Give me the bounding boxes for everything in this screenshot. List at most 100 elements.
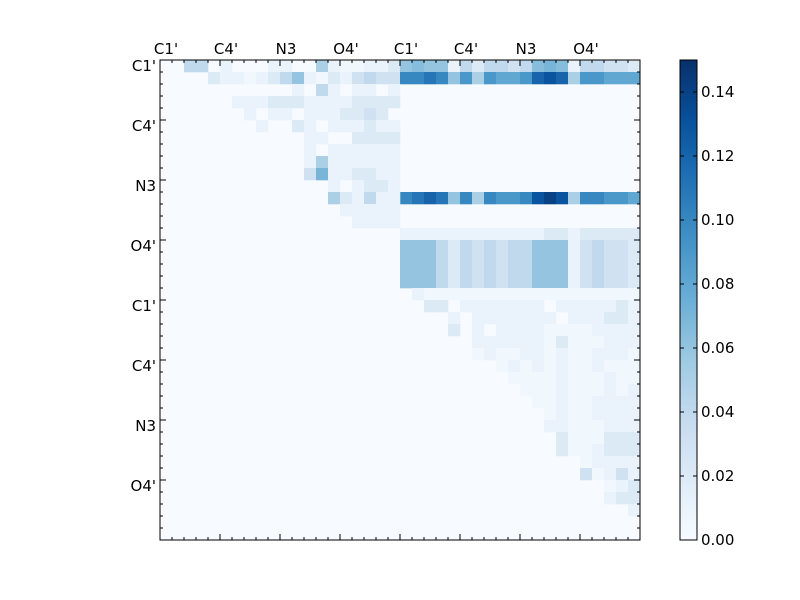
heatmap-cell: [556, 336, 569, 349]
heatmap-cell: [592, 444, 605, 457]
heatmap-cell: [568, 396, 581, 409]
heatmap-cell: [316, 72, 329, 85]
x-tick-label: C4': [214, 40, 238, 58]
heatmap-cell: [556, 384, 569, 397]
heatmap-cell: [592, 264, 605, 277]
heatmap-cell: [544, 228, 557, 241]
heatmap-cell: [604, 372, 617, 385]
heatmap-cell: [436, 228, 449, 241]
heatmap-cell: [628, 60, 641, 73]
heatmap-cell: [616, 276, 629, 289]
heatmap-cell: [556, 324, 569, 337]
y-tick-label: C1': [132, 297, 156, 315]
heatmap-cell: [328, 144, 341, 157]
heatmap-cell: [352, 168, 365, 181]
heatmap-cell: [292, 72, 305, 85]
heatmap-cell: [568, 60, 581, 73]
heatmap-cell: [340, 192, 353, 205]
heatmap-cell: [460, 288, 473, 301]
heatmap-cell: [604, 444, 617, 457]
heatmap-cell: [604, 324, 617, 337]
heatmap-cell: [352, 120, 365, 133]
heatmap-cell: [352, 144, 365, 157]
heatmap-cell: [520, 60, 533, 73]
heatmap-cell: [448, 228, 461, 241]
heatmap-cell: [508, 300, 521, 313]
heatmap-cell: [592, 360, 605, 373]
heatmap-cell: [604, 60, 617, 73]
heatmap-cell: [508, 72, 521, 85]
heatmap-cell: [616, 372, 629, 385]
heatmap-cell: [580, 252, 593, 265]
y-tick-label: N3: [135, 177, 156, 195]
heatmap-cell: [592, 348, 605, 361]
heatmap-cell: [364, 156, 377, 169]
x-tick-label: O4': [573, 40, 598, 58]
heatmap-cell: [544, 252, 557, 265]
colorbar-tick-label: 0.14: [701, 83, 734, 101]
heatmap-cell: [568, 264, 581, 277]
heatmap-cell: [496, 252, 509, 265]
heatmap-cell: [472, 348, 485, 361]
heatmap-cell: [460, 264, 473, 277]
heatmap-cell: [556, 444, 569, 457]
heatmap-cell: [400, 276, 413, 289]
heatmap-cell: [388, 204, 401, 217]
heatmap-cell: [388, 216, 401, 229]
heatmap-cell: [520, 348, 533, 361]
heatmap-cell: [568, 384, 581, 397]
heatmap-cell: [556, 240, 569, 253]
y-tick-label: O4': [131, 237, 156, 255]
heatmap-cell: [616, 420, 629, 433]
heatmap-cell: [328, 96, 341, 109]
heatmap-cell: [460, 252, 473, 265]
heatmap-cell: [520, 300, 533, 313]
heatmap-cell: [472, 60, 485, 73]
heatmap-cell: [628, 504, 641, 517]
heatmap-cell: [376, 96, 389, 109]
y-tick-label: O4': [131, 477, 156, 495]
heatmap-cell: [628, 276, 641, 289]
heatmap-cell: [520, 360, 533, 373]
heatmap-cell: [472, 288, 485, 301]
heatmap-cell: [220, 60, 233, 73]
heatmap-cell: [496, 276, 509, 289]
heatmap-cell: [340, 168, 353, 181]
heatmap-cell: [616, 432, 629, 445]
heatmap-cell: [304, 96, 317, 109]
heatmap-cell: [544, 408, 557, 421]
heatmap-cell: [508, 288, 521, 301]
heatmap-cell: [580, 384, 593, 397]
axis-ticks: [159, 59, 641, 541]
heatmap-cell: [484, 60, 497, 73]
heatmap-cell: [544, 288, 557, 301]
heatmap-cell: [556, 408, 569, 421]
colorbar: [679, 59, 698, 541]
heatmap-cell: [496, 336, 509, 349]
heatmap-cell: [568, 324, 581, 337]
heatmap-cell: [484, 252, 497, 265]
heatmap-cell: [220, 72, 233, 85]
heatmap-cell: [316, 132, 329, 145]
heatmap-cell: [340, 60, 353, 73]
heatmap-cell: [364, 72, 377, 85]
heatmap-cell: [364, 84, 377, 97]
heatmap-cell: [628, 480, 641, 493]
heatmap-cell: [592, 300, 605, 313]
heatmap-cell: [316, 156, 329, 169]
heatmap-cell: [580, 264, 593, 277]
heatmap-cell: [520, 336, 533, 349]
heatmap-cell: [496, 192, 509, 205]
heatmap-cell: [328, 72, 341, 85]
heatmap-cell: [580, 72, 593, 85]
heatmap-cell: [544, 324, 557, 337]
heatmap-cell: [412, 240, 425, 253]
heatmap-cell: [268, 108, 281, 121]
heatmap-cell: [532, 192, 545, 205]
heatmap-cell: [388, 156, 401, 169]
heatmap-cell: [412, 60, 425, 73]
heatmap-cell: [628, 300, 641, 313]
heatmap-cell: [628, 324, 641, 337]
heatmap-cell: [616, 360, 629, 373]
heatmap-cell: [388, 144, 401, 157]
